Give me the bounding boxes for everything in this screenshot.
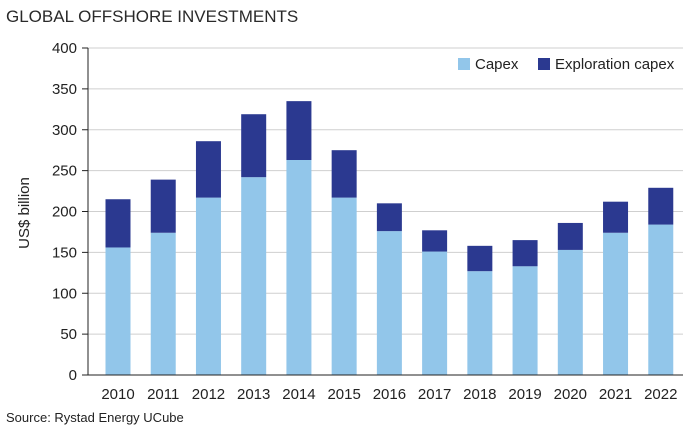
legend: Capex Exploration capex bbox=[458, 56, 675, 73]
exploration-capex-bar-2013 bbox=[241, 114, 267, 178]
x-tick-label: 2019 bbox=[508, 386, 541, 403]
capex-bar-2016 bbox=[376, 231, 402, 375]
x-tick-label: 2011 bbox=[147, 386, 179, 403]
y-tick-label: 350 bbox=[52, 81, 77, 98]
exploration-capex-bar-2010 bbox=[105, 199, 131, 248]
bars bbox=[105, 101, 674, 375]
x-tick-label: 2014 bbox=[282, 386, 315, 403]
y-tick-label: 300 bbox=[52, 122, 77, 139]
x-tick-label: 2022 bbox=[644, 386, 677, 403]
y-tick-label: 400 bbox=[52, 40, 77, 57]
capex-bar-2020 bbox=[557, 249, 583, 375]
y-tick-label: 0 bbox=[69, 367, 77, 384]
y-tick-label: 150 bbox=[52, 244, 77, 261]
capex-bar-2019 bbox=[512, 266, 538, 375]
y-axis-ticks: 0 50 100 150 200 250 300 350 400 bbox=[52, 40, 88, 384]
exploration-capex-bar-2020 bbox=[557, 222, 583, 250]
exploration-capex-bar-2019 bbox=[512, 240, 538, 267]
capex-bar-2013 bbox=[241, 177, 267, 375]
exploration-capex-bar-2018 bbox=[467, 245, 493, 272]
legend-swatch-exploration-capex bbox=[538, 58, 550, 70]
exploration-capex-bar-2017 bbox=[422, 230, 448, 252]
legend-label-capex: Capex bbox=[475, 56, 519, 73]
y-tick-label: 50 bbox=[60, 326, 77, 343]
x-axis-ticks: 2010 2011 2012 2013 2014 2015 2016 2017 2018 2019… bbox=[101, 386, 677, 403]
exploration-capex-bar-2021 bbox=[603, 201, 629, 233]
capex-bar-2018 bbox=[467, 271, 493, 375]
capex-bar-2010 bbox=[105, 247, 131, 375]
x-tick-label: 2018 bbox=[463, 386, 496, 403]
exploration-capex-bar-2015 bbox=[331, 150, 357, 198]
capex-bar-2012 bbox=[195, 197, 221, 375]
x-tick-label: 2015 bbox=[327, 386, 360, 403]
x-tick-label: 2016 bbox=[373, 386, 406, 403]
legend-swatch-capex bbox=[458, 58, 470, 70]
y-tick-label: 200 bbox=[52, 204, 77, 221]
exploration-capex-bar-2016 bbox=[376, 203, 402, 232]
y-axis-label: US$ billion bbox=[16, 177, 33, 249]
exploration-capex-bar-2011 bbox=[150, 179, 176, 233]
source-note: Source: Rystad Energy UCube bbox=[6, 410, 184, 425]
x-tick-label: 2021 bbox=[599, 386, 632, 403]
capex-bar-2015 bbox=[331, 197, 357, 375]
x-tick-label: 2012 bbox=[192, 386, 225, 403]
capex-bar-2022 bbox=[648, 224, 674, 375]
capex-bar-2011 bbox=[150, 232, 176, 375]
capex-bar-2021 bbox=[603, 232, 629, 375]
x-tick-label: 2013 bbox=[237, 386, 270, 403]
exploration-capex-bar-2012 bbox=[195, 141, 221, 198]
x-tick-label: 2020 bbox=[554, 386, 587, 403]
y-tick-label: 100 bbox=[52, 285, 77, 302]
chart-title: GLOBAL OFFSHORE INVESTMENTS bbox=[6, 7, 298, 26]
capex-bar-2017 bbox=[422, 251, 448, 375]
legend-label-exploration-capex: Exploration capex bbox=[555, 56, 675, 73]
x-tick-label: 2017 bbox=[418, 386, 451, 403]
y-tick-label: 250 bbox=[52, 163, 77, 180]
exploration-capex-bar-2022 bbox=[648, 187, 674, 225]
x-tick-label: 2010 bbox=[101, 386, 134, 403]
capex-bar-2014 bbox=[286, 159, 312, 375]
exploration-capex-bar-2014 bbox=[286, 101, 312, 160]
